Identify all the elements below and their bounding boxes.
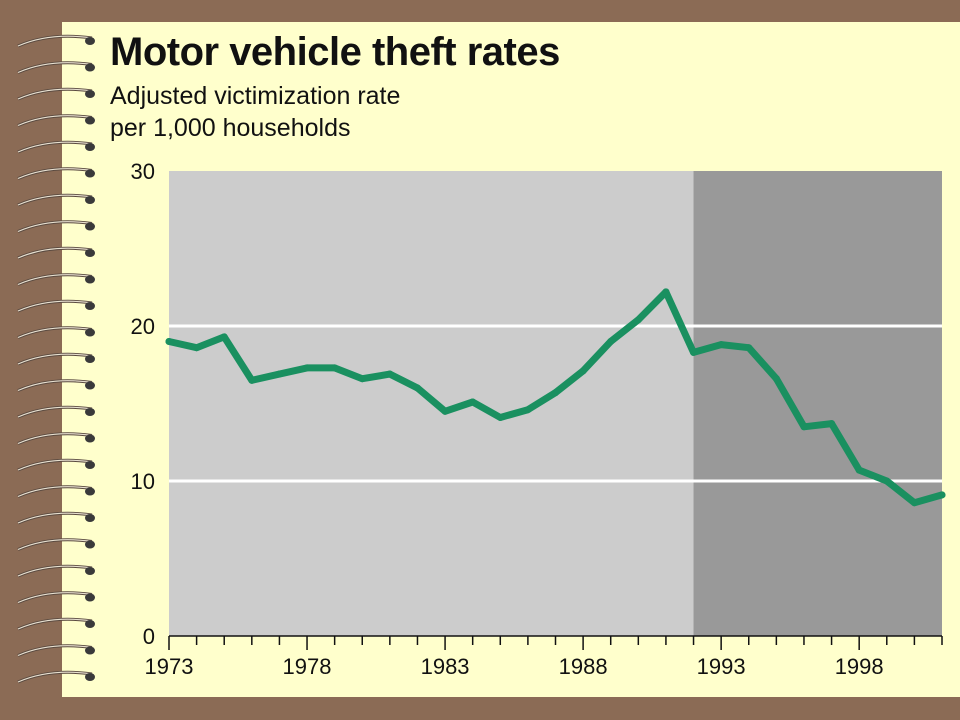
- spiral-ring: [17, 511, 95, 525]
- spiral-ring: [17, 273, 95, 286]
- x-tick-label: 1973: [145, 654, 194, 679]
- spiral-ring: [17, 485, 95, 498]
- spiral-ring: [17, 140, 95, 154]
- data-point: [441, 407, 449, 415]
- data-point: [772, 375, 780, 383]
- spiral-ring: [17, 564, 95, 578]
- data-point: [413, 384, 421, 392]
- data-point: [275, 370, 283, 378]
- spiral-ring: [17, 591, 95, 604]
- spiral-ring: [17, 114, 95, 127]
- chart-subtitle-line-1: Adjusted victimization rate: [110, 82, 401, 110]
- spiral-ring: [17, 299, 95, 313]
- shaded-region: [693, 171, 942, 636]
- y-tick-label: 30: [131, 159, 155, 184]
- spiral-ring: [17, 246, 95, 260]
- data-point: [579, 367, 587, 375]
- data-point: [745, 344, 753, 352]
- data-point: [386, 370, 394, 378]
- data-point: [662, 288, 670, 296]
- data-point: [248, 376, 256, 384]
- data-point: [469, 398, 477, 406]
- spiral-ring: [17, 220, 95, 233]
- spiral-ring: [17, 644, 95, 657]
- data-point: [828, 420, 836, 428]
- x-tick-label: 1983: [421, 654, 470, 679]
- data-point: [165, 338, 173, 345]
- spiral-ring: [17, 193, 95, 207]
- spiral-ring: [17, 538, 95, 551]
- spiral-ring: [17, 458, 95, 472]
- spiral-ring: [17, 379, 95, 392]
- y-tick-label: 10: [131, 469, 155, 494]
- spiral-ring: [17, 61, 95, 74]
- data-point: [552, 389, 559, 397]
- spiral-ring: [17, 352, 95, 366]
- chart-title: Motor vehicle theft rates: [110, 30, 560, 74]
- spiral-ring: [17, 617, 95, 631]
- data-point: [690, 348, 698, 356]
- data-point: [910, 499, 918, 507]
- data-point: [331, 364, 339, 372]
- x-tick-label: 1988: [559, 654, 608, 679]
- data-point: [938, 491, 946, 499]
- y-tick-label: 20: [131, 314, 155, 339]
- spiral-ring: [17, 326, 95, 339]
- spiral-ring: [17, 167, 95, 180]
- y-tick-label: 0: [143, 624, 155, 649]
- data-point: [496, 413, 504, 421]
- data-point: [717, 341, 725, 349]
- data-point: [220, 333, 228, 341]
- data-point: [358, 375, 366, 383]
- data-point: [634, 316, 642, 324]
- x-tick-label: 1993: [697, 654, 746, 679]
- spiral-ring: [17, 670, 95, 684]
- x-tick-label: 1978: [283, 654, 332, 679]
- spiral-ring: [17, 87, 95, 101]
- spiral-ring: [17, 405, 95, 419]
- data-point: [607, 338, 615, 345]
- spiral-ring: [17, 34, 95, 48]
- x-tick-label: 1998: [835, 654, 884, 679]
- spiral-binding: [17, 34, 95, 684]
- data-point: [883, 477, 891, 485]
- data-point: [303, 364, 311, 372]
- data-point: [855, 466, 863, 474]
- data-point: [524, 406, 532, 414]
- spiral-ring: [17, 432, 95, 445]
- chart-subtitle-line-2: per 1,000 households: [110, 114, 351, 142]
- data-point: [800, 423, 808, 431]
- data-point: [193, 344, 201, 352]
